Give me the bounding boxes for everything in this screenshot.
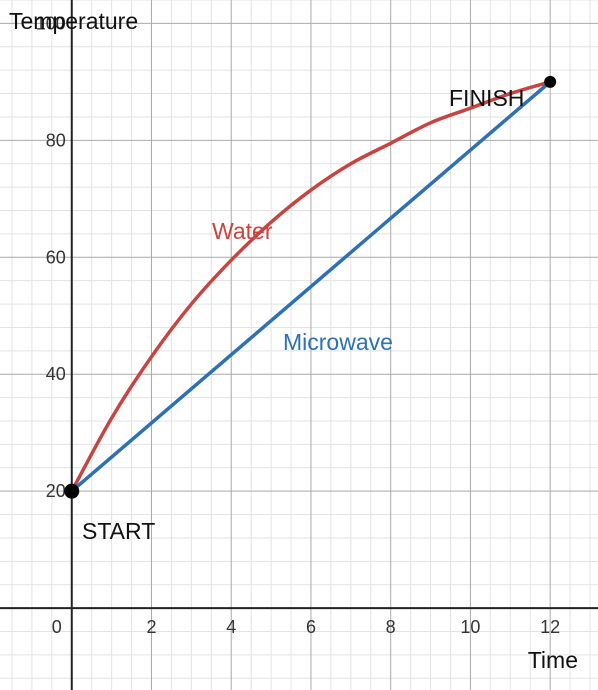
x-axis-title: Time	[528, 647, 578, 673]
series-line-water	[70, 80, 552, 493]
point-label-start: START	[82, 518, 155, 544]
series-label-microwave: Microwave	[283, 329, 393, 355]
y-tick-label: 100	[36, 13, 66, 33]
data-points	[64, 75, 557, 499]
x-tick-label: 10	[460, 617, 480, 637]
x-tick-label: 0	[52, 617, 62, 637]
y-tick-label: 60	[46, 247, 66, 267]
x-tick-label: 4	[226, 617, 236, 637]
point-start	[64, 483, 80, 499]
series-label-water: Water	[212, 218, 273, 244]
x-tick-label: 8	[386, 617, 396, 637]
point-finish	[544, 75, 557, 88]
x-tick-label: 2	[146, 617, 156, 637]
x-tick-label: 12	[540, 617, 560, 637]
x-tick-label: 6	[306, 617, 316, 637]
y-tick-label: 40	[46, 364, 66, 384]
y-tick-label: 20	[46, 481, 66, 501]
y-tick-label: 80	[46, 130, 66, 150]
point-label-finish: FINISH	[449, 85, 524, 111]
tick-labels: 0 2 4 6 8 10 12 20 40 60 80 100	[36, 13, 560, 637]
y-axis-title: Temperature	[9, 8, 138, 34]
series-line-microwave	[70, 80, 552, 493]
series-lines	[70, 80, 552, 493]
